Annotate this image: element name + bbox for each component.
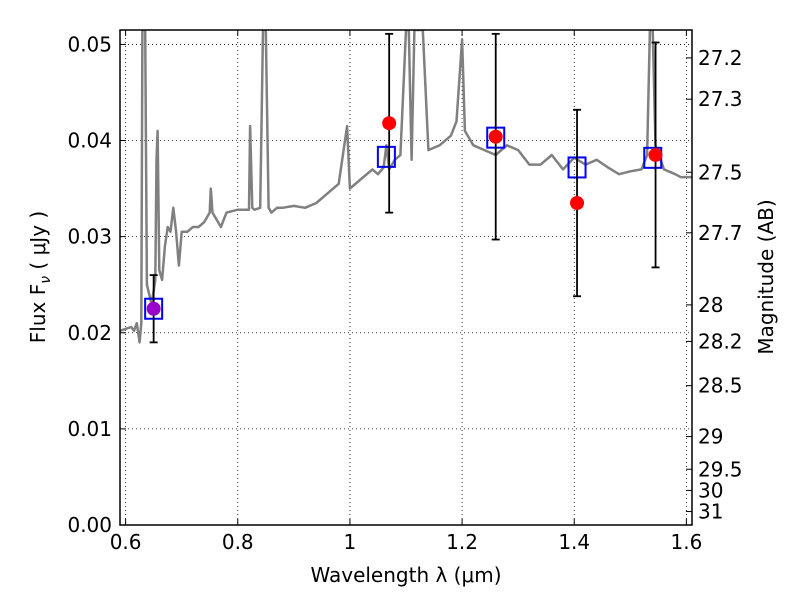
y2-tick-label: 29 — [698, 425, 723, 449]
y2-tick-label: 27.3 — [698, 87, 743, 111]
plot-frame — [119, 29, 693, 526]
y2-tick-label: 31 — [698, 500, 723, 524]
y2-tick-label: 27.7 — [698, 221, 743, 245]
x-tick-label: 0.8 — [222, 530, 254, 554]
observed-point — [382, 116, 397, 131]
plot-background — [120, 30, 692, 525]
y2-tick-label: 30 — [698, 478, 723, 502]
y-tick-label: 0.04 — [67, 129, 112, 153]
observed-point — [488, 129, 503, 144]
observed-point — [146, 301, 161, 316]
plot-area — [120, 30, 692, 344]
x-axis-label: Wavelength λ (μm) — [310, 563, 501, 587]
y2-tick-label: 29.5 — [698, 457, 743, 481]
x-tick-label: 1 — [344, 530, 357, 554]
y2-tick-label: 27.2 — [698, 46, 743, 70]
y-axis-label: Flux Fν ( μJy ) — [26, 211, 54, 343]
observed-point — [648, 147, 663, 162]
model-square-marker — [376, 145, 396, 168]
y-tick-label: 0.00 — [67, 513, 112, 537]
y2-tick-label: 27.5 — [698, 160, 743, 184]
y-tick-label: 0.05 — [67, 32, 112, 56]
x-tick-label: 1.6 — [670, 530, 702, 554]
x-tick-label: 1.4 — [558, 530, 590, 554]
spectrum-line — [120, 30, 692, 344]
observed-point — [570, 196, 585, 211]
y-axis-label-unit: ( μJy ) — [26, 211, 50, 276]
y-axis-label-main: Flux F — [26, 284, 50, 343]
x-tick-label: 0.6 — [110, 530, 142, 554]
y2-tick-label: 28.5 — [698, 374, 743, 398]
x-tick-label: 1.2 — [446, 530, 478, 554]
y-tick-label: 0.02 — [67, 321, 112, 345]
y-tick-label: 0.03 — [67, 225, 112, 249]
y2-tick-label: 28.2 — [698, 329, 743, 353]
y2-tick-label: 28 — [698, 293, 723, 317]
y-tick-label: 0.01 — [67, 417, 112, 441]
ticks: 0.6 0.8 1 1.2 1.4 1.6 0.00 0.01 0.02 0.03 0.04 0.05… — [67, 30, 743, 554]
y2-axis-label: Magnitude (AB) — [754, 199, 778, 354]
y-axis-label-sub: ν — [38, 276, 54, 284]
